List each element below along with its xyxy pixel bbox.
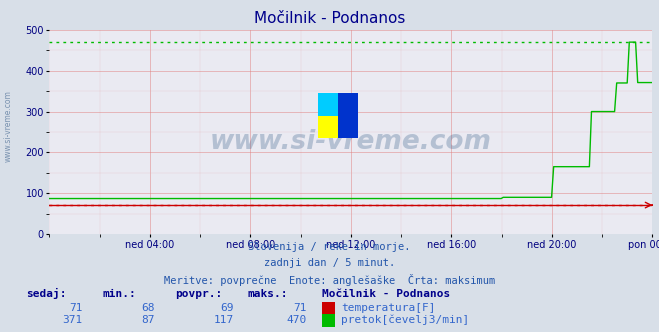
Text: 71: 71 (69, 303, 82, 313)
Text: 68: 68 (142, 303, 155, 313)
Text: min.:: min.: (102, 290, 136, 299)
Text: 87: 87 (142, 315, 155, 325)
Text: 371: 371 (62, 315, 82, 325)
Text: povpr.:: povpr.: (175, 290, 222, 299)
Text: zadnji dan / 5 minut.: zadnji dan / 5 minut. (264, 258, 395, 268)
Text: 71: 71 (293, 303, 306, 313)
Bar (337, 93, 358, 138)
Bar (318, 93, 337, 116)
Text: pretok[čevelj3/min]: pretok[čevelj3/min] (341, 315, 470, 325)
Text: temperatura[F]: temperatura[F] (341, 303, 436, 313)
Text: Meritve: povprečne  Enote: anglešaške  Črta: maksimum: Meritve: povprečne Enote: anglešaške Črt… (164, 274, 495, 286)
Text: Slovenija / reke in morje.: Slovenija / reke in morje. (248, 242, 411, 252)
Text: maks.:: maks.: (247, 290, 287, 299)
Text: sedaj:: sedaj: (26, 289, 67, 299)
Bar (318, 116, 337, 138)
Text: 470: 470 (286, 315, 306, 325)
Text: Močilnik - Podnanos: Močilnik - Podnanos (254, 11, 405, 26)
Text: www.si-vreme.com: www.si-vreme.com (3, 90, 13, 162)
Text: www.si-vreme.com: www.si-vreme.com (210, 129, 492, 155)
Text: 117: 117 (214, 315, 234, 325)
Text: 69: 69 (221, 303, 234, 313)
Text: Močilnik - Podnanos: Močilnik - Podnanos (322, 290, 450, 299)
